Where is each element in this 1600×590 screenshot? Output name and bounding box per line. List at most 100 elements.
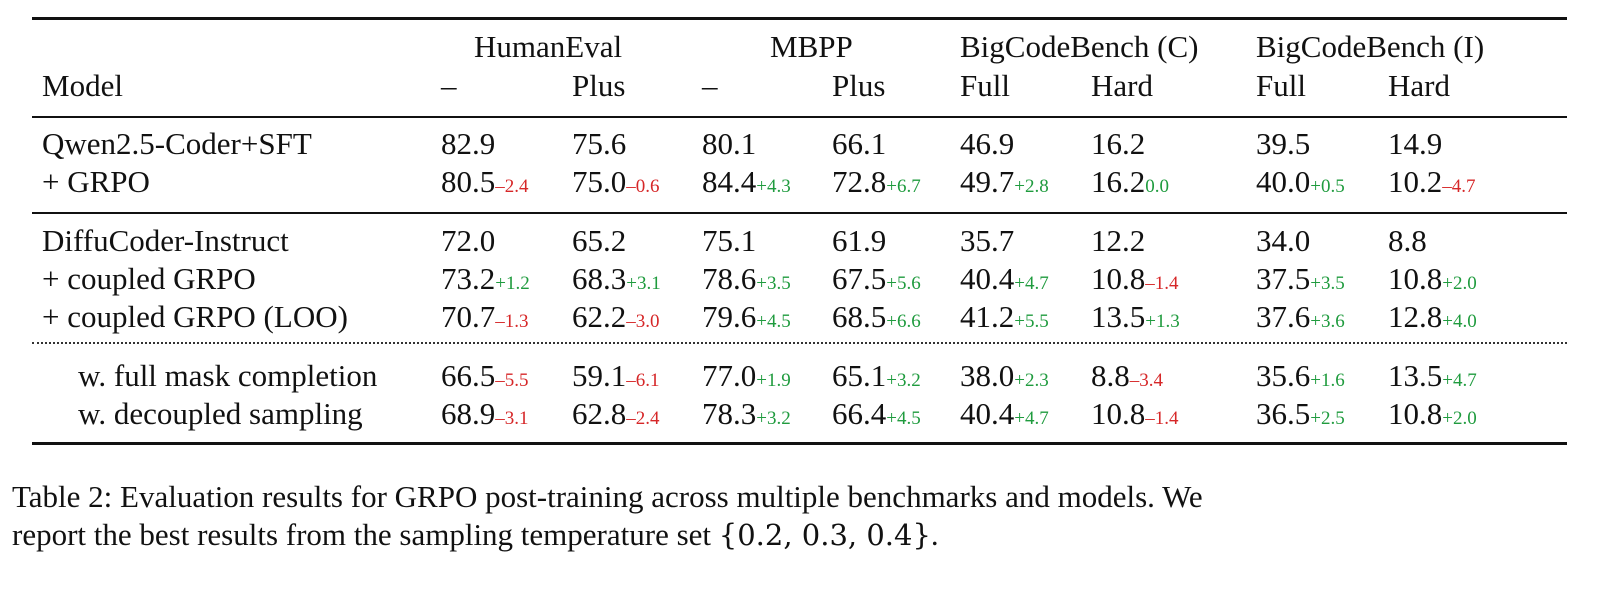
cell-value: 66.1 — [832, 126, 887, 161]
table-cell: 75.0–0.6 — [572, 164, 660, 205]
header-rule — [32, 116, 1567, 118]
table-cell: 13.5+4.7 — [1388, 358, 1477, 399]
ablation-divider — [32, 342, 1567, 344]
row-label: DiffuCoder-Instruct — [42, 223, 289, 258]
cell-delta: +4.7 — [1442, 370, 1477, 391]
table-cell: 68.3+3.1 — [572, 261, 661, 302]
cell-value: 68.9 — [441, 396, 496, 431]
cell-delta: –1.4 — [1145, 408, 1179, 429]
cell-value: 16.2 — [1091, 164, 1146, 199]
caption-line-2-text: report the best results from the samplin… — [12, 517, 719, 552]
table-cell: 40.0+0.5 — [1256, 164, 1345, 205]
cell-value: 8.8 — [1091, 358, 1130, 393]
table-cell: 79.6+4.5 — [702, 299, 791, 340]
cell-value: 68.3 — [572, 261, 627, 296]
table-cell: 67.5+5.6 — [832, 261, 921, 302]
cell-delta: +3.5 — [1310, 273, 1345, 294]
row-label: w. decoupled sampling — [78, 396, 363, 431]
cell-value: 40.4 — [960, 261, 1015, 296]
table-cell: 49.7+2.8 — [960, 164, 1049, 205]
cell-value: 10.8 — [1388, 396, 1443, 431]
table-cell: 77.0+1.9 — [702, 358, 791, 399]
cell-value: 82.9 — [441, 126, 496, 161]
cell-value: 78.3 — [702, 396, 757, 431]
cell-delta: –3.0 — [626, 311, 660, 332]
table-cell: 16.20.0 — [1091, 164, 1169, 205]
cell-value: 8.8 — [1388, 223, 1427, 258]
table-cell: 10.8+2.0 — [1388, 261, 1477, 302]
table-cell: 78.3+3.2 — [702, 396, 791, 437]
table-cell: 41.2+5.5 — [960, 299, 1049, 340]
table-cell: 40.4+4.7 — [960, 261, 1049, 302]
group-header-mbpp: MBPP — [770, 29, 853, 64]
cell-delta: +6.6 — [886, 311, 921, 332]
table-cell: 13.5+1.3 — [1091, 299, 1180, 340]
subheader-bcb-c-full: Full — [960, 68, 1010, 103]
cell-value: 16.2 — [1091, 126, 1146, 161]
table-cell: 35.7 — [960, 223, 1014, 259]
cell-delta: +1.3 — [1145, 311, 1180, 332]
table-cell: 65.1+3.2 — [832, 358, 921, 399]
table-cell: 72.8+6.7 — [832, 164, 921, 205]
cell-value: 68.5 — [832, 299, 887, 334]
table-cell: 62.2–3.0 — [572, 299, 660, 340]
cell-value: 13.5 — [1388, 358, 1443, 393]
cell-value: 84.4 — [702, 164, 757, 199]
cell-delta: +1.9 — [756, 370, 791, 391]
cell-delta: +4.7 — [1014, 408, 1049, 429]
cell-delta: 0.0 — [1145, 176, 1169, 197]
cell-value: 67.5 — [832, 261, 887, 296]
table-cell: 75.6 — [572, 126, 626, 162]
table-cell: 65.2 — [572, 223, 626, 259]
cell-value: 13.5 — [1091, 299, 1146, 334]
cell-value: 73.2 — [441, 261, 496, 296]
cell-value: 10.8 — [1091, 396, 1146, 431]
cell-value: 10.2 — [1388, 164, 1443, 199]
table-cell: 10.8–1.4 — [1091, 261, 1179, 302]
cell-delta: +2.8 — [1014, 176, 1049, 197]
cell-value: 80.5 — [441, 164, 496, 199]
cell-value: 75.0 — [572, 164, 627, 199]
cell-value: 72.8 — [832, 164, 887, 199]
cell-delta: +0.5 — [1310, 176, 1345, 197]
table-cell: 72.0 — [441, 223, 495, 259]
cell-value: 59.1 — [572, 358, 627, 393]
table-cell: 73.2+1.2 — [441, 261, 530, 302]
model-column-header: Model — [42, 68, 123, 103]
cell-delta: –6.1 — [626, 370, 660, 391]
cell-delta: –1.4 — [1145, 273, 1179, 294]
cell-value: 14.9 — [1388, 126, 1443, 161]
cell-delta: +5.5 — [1014, 311, 1049, 332]
table-cell: 38.0+2.3 — [960, 358, 1049, 399]
cell-value: 35.7 — [960, 223, 1015, 258]
cell-delta: +4.0 — [1442, 311, 1477, 332]
cell-delta: –5.5 — [495, 370, 529, 391]
table-cell: 12.8+4.0 — [1388, 299, 1477, 340]
cell-value: 62.2 — [572, 299, 627, 334]
subheader-bcb-i-full: Full — [1256, 68, 1306, 103]
cell-delta: +4.5 — [886, 408, 921, 429]
cell-value: 75.6 — [572, 126, 627, 161]
cell-value: 70.7 — [441, 299, 496, 334]
table-cell: 14.9 — [1388, 126, 1442, 162]
cell-delta: +3.2 — [756, 408, 791, 429]
cell-value: 12.2 — [1091, 223, 1146, 258]
subheader-mbpp-plus: Plus — [832, 68, 886, 103]
cell-value: 37.6 — [1256, 299, 1311, 334]
cell-value: 37.5 — [1256, 261, 1311, 296]
caption-line-2-end: . — [930, 517, 939, 552]
table-cell: 61.9 — [832, 223, 886, 259]
table-cell: 37.6+3.6 — [1256, 299, 1345, 340]
table-cell: 8.8–3.4 — [1091, 358, 1163, 399]
cell-delta: –3.4 — [1129, 370, 1163, 391]
cell-value: 65.2 — [572, 223, 627, 258]
table-cell: 46.9 — [960, 126, 1014, 162]
cell-value: 10.8 — [1388, 261, 1443, 296]
cell-value: 36.5 — [1256, 396, 1311, 431]
subheader-humaneval-plus: Plus — [572, 68, 626, 103]
cell-value: 62.8 — [572, 396, 627, 431]
subheader-mbpp-base: – — [702, 68, 718, 103]
table-cell: 10.2–4.7 — [1388, 164, 1476, 205]
group-header-bigcodebench-c: BigCodeBench (C) — [960, 29, 1199, 64]
cell-value: 34.0 — [1256, 223, 1311, 258]
